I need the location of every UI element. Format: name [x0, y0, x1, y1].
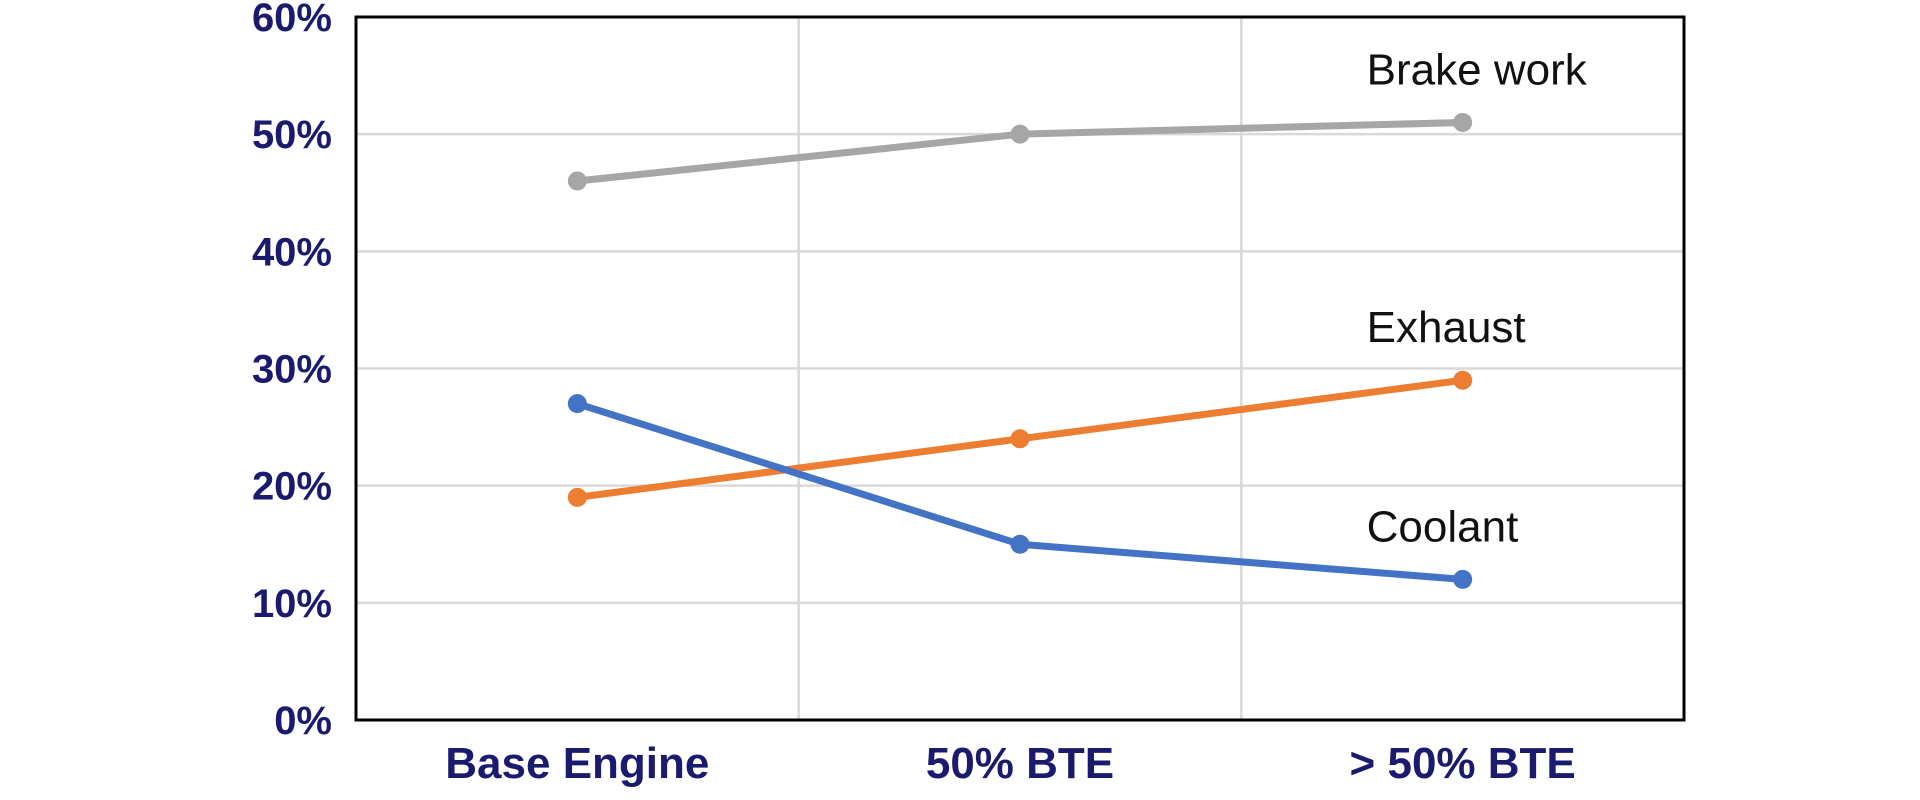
data-point: [1453, 370, 1473, 390]
y-tick-label: 10%: [252, 582, 332, 626]
x-tick-label: 50% BTE: [926, 739, 1114, 788]
x-tick-label: Base Engine: [445, 739, 709, 788]
y-tick-label: 40%: [252, 230, 332, 274]
series-layer: [567, 112, 1473, 589]
y-tick-label: 0%: [274, 699, 332, 743]
data-point: [1453, 112, 1473, 132]
data-point: [567, 171, 587, 191]
data-point: [1453, 569, 1473, 589]
y-tick-label: 30%: [252, 348, 332, 392]
series-label: Coolant: [1367, 502, 1519, 551]
y-tick-label: 50%: [252, 113, 332, 157]
data-point: [1010, 124, 1030, 144]
series-labels: Brake work Exhaust Coolant: [1367, 45, 1588, 551]
series-label: Exhaust: [1367, 303, 1526, 352]
y-tick-label: 20%: [252, 465, 332, 509]
y-tick-label: 60%: [252, 0, 332, 40]
data-point: [567, 487, 587, 507]
series-label: Brake work: [1367, 45, 1588, 94]
x-tick-label: > 50% BTE: [1350, 739, 1576, 788]
y-axis-ticks: 0% 10% 20% 30% 40% 50% 60%: [252, 0, 332, 743]
data-point: [1010, 429, 1030, 449]
data-point: [567, 394, 587, 414]
x-axis-ticks: Base Engine 50% BTE > 50% BTE: [445, 739, 1575, 788]
plot-frame: [354, 15, 1686, 722]
grid-layer: [356, 17, 1684, 720]
data-point: [1010, 534, 1030, 554]
